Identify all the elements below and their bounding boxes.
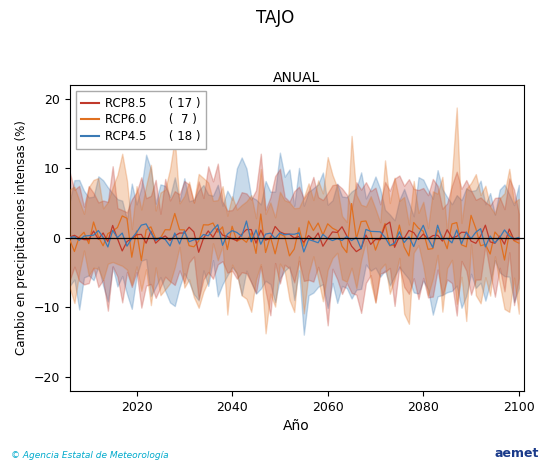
Text: © Agencia Estatal de Meteorología: © Agencia Estatal de Meteorología — [11, 451, 169, 460]
Text: aemet: aemet — [494, 447, 539, 460]
Title: ANUAL: ANUAL — [273, 71, 320, 85]
X-axis label: Año: Año — [283, 419, 310, 433]
Legend: RCP8.5      ( 17 ), RCP6.0      (  7 ), RCP4.5      ( 18 ): RCP8.5 ( 17 ), RCP6.0 ( 7 ), RCP4.5 ( 18… — [75, 91, 206, 149]
Y-axis label: Cambio en precipitaciones intensas (%): Cambio en precipitaciones intensas (%) — [15, 121, 28, 355]
Text: TAJO: TAJO — [256, 9, 294, 27]
